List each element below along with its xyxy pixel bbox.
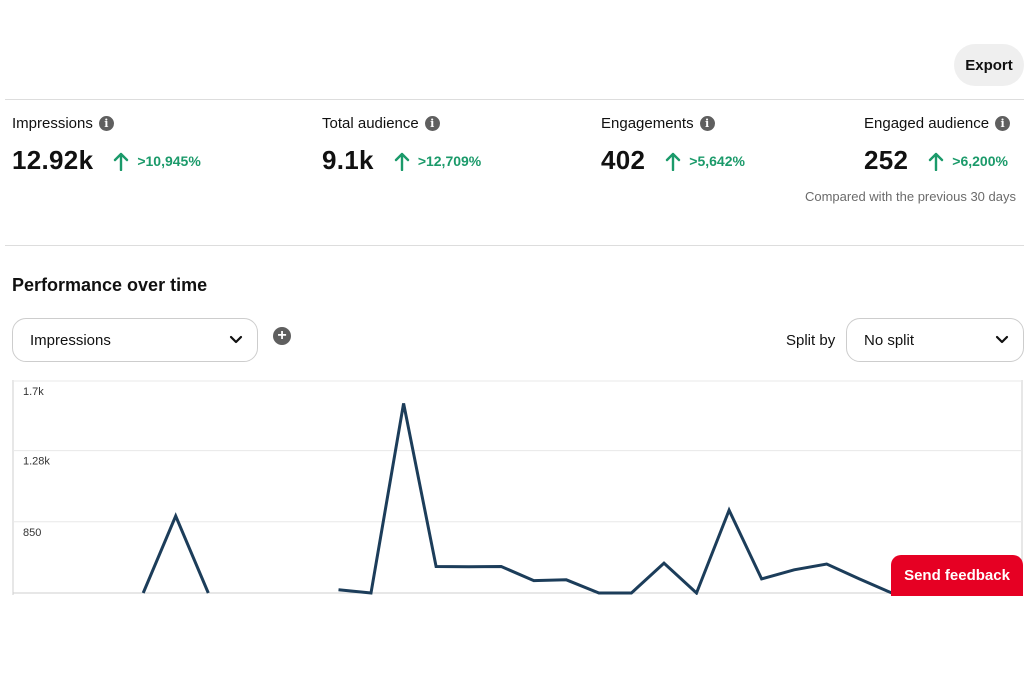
metric-change: >6,200% xyxy=(952,152,1008,169)
metric-impressions: Impressions i 12.92k >10,945% xyxy=(12,115,201,176)
metric-change: >10,945% xyxy=(137,152,201,169)
metric-total-audience: Total audience i 9.1k >12,709% xyxy=(322,115,481,176)
arrow-up-icon xyxy=(394,152,410,171)
chevron-down-icon xyxy=(229,335,243,344)
chevron-down-icon xyxy=(995,335,1009,344)
metric-label: Engagements xyxy=(601,115,694,132)
line-chart: 1.7k 1.28k 850 xyxy=(12,380,1023,595)
split-select-value: No split xyxy=(864,331,915,349)
split-select[interactable]: No split xyxy=(846,318,1024,362)
metric-engagements: Engagements i 402 >5,642% xyxy=(601,115,745,176)
info-icon[interactable]: i xyxy=(995,116,1011,131)
metric-value: 252 xyxy=(864,145,909,175)
arrow-up-icon xyxy=(666,152,681,171)
divider xyxy=(5,245,1024,246)
metric-change: >5,642% xyxy=(689,152,745,169)
arrow-up-icon xyxy=(929,152,944,171)
metric-engaged-audience: Engaged audience i 252 >6,200% xyxy=(864,115,1011,176)
metric-change: >12,709% xyxy=(417,152,482,169)
metric-value: 402 xyxy=(601,145,646,175)
send-feedback-button[interactable]: Send feedback xyxy=(891,555,1023,596)
y-tick-label: 850 xyxy=(23,527,41,539)
y-tick-label: 1.28k xyxy=(23,456,50,468)
metric-select-value: Impressions xyxy=(30,331,111,349)
performance-chart: 1.7k 1.28k 850 xyxy=(0,380,1024,595)
metric-value: 12.92k xyxy=(12,145,94,175)
info-icon[interactable]: i xyxy=(699,116,715,131)
arrow-up-icon xyxy=(114,152,129,171)
metric-select[interactable]: Impressions xyxy=(12,318,258,362)
metric-label: Impressions xyxy=(12,115,93,132)
export-button[interactable]: Export xyxy=(954,44,1024,86)
series-line xyxy=(141,403,893,595)
y-tick-label: 1.7k xyxy=(23,386,44,398)
info-icon[interactable]: i xyxy=(98,116,114,131)
comparison-note: Compared with the previous 30 days xyxy=(804,189,1016,204)
split-label: Split by xyxy=(786,332,836,349)
metric-label: Engaged audience xyxy=(864,115,990,132)
metric-label: Total audience xyxy=(322,115,419,132)
divider xyxy=(5,99,1024,100)
metric-value: 9.1k xyxy=(322,145,374,175)
add-metric-icon[interactable]: + xyxy=(273,327,291,345)
section-title: Performance over time xyxy=(12,275,208,295)
info-icon[interactable]: i xyxy=(424,116,440,131)
